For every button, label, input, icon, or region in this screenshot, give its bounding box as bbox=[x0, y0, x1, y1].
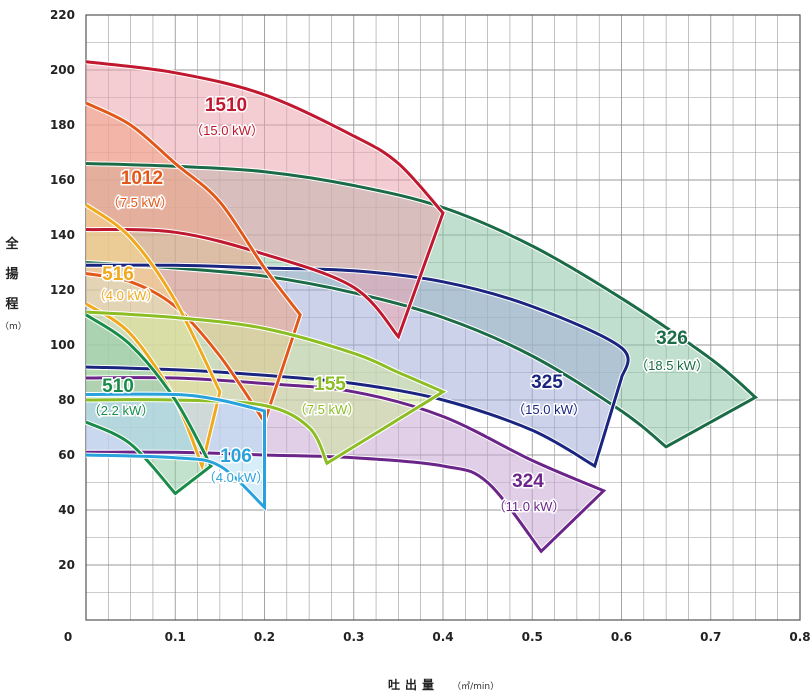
y-tick-label: 160 bbox=[50, 173, 75, 187]
x-tick-label: 0.1 bbox=[165, 630, 186, 644]
area-155 bbox=[86, 312, 443, 464]
y-tick-label: 40 bbox=[58, 503, 75, 517]
model-label-1012: 1012 bbox=[121, 168, 163, 189]
model-label-155: 155 bbox=[314, 374, 346, 395]
model-label-1510: 1510 bbox=[205, 95, 247, 116]
model-label-106: 106 bbox=[220, 446, 252, 467]
power-label-510: （2.2 kW） bbox=[88, 403, 154, 418]
y-tick-label: 60 bbox=[58, 448, 75, 462]
power-label-1510: （15.0 kW） bbox=[190, 123, 264, 138]
power-label-516: （4.0 kW） bbox=[93, 288, 159, 303]
model-label-326: 326 bbox=[656, 328, 688, 349]
line-516 bbox=[85, 203, 222, 471]
y-tick-label: 140 bbox=[50, 228, 75, 242]
y-tick-label: 200 bbox=[50, 63, 75, 77]
y-tick-label: 120 bbox=[50, 283, 75, 297]
x-axis-unit: （㎥/min） bbox=[452, 682, 500, 692]
y-tick-label: 220 bbox=[50, 8, 75, 22]
line-1012 bbox=[85, 101, 302, 426]
x-tick-label: 0 bbox=[64, 630, 72, 644]
line-510 bbox=[85, 313, 213, 496]
y-tick-label: 80 bbox=[58, 393, 75, 407]
x-tick-label: 0.3 bbox=[343, 630, 364, 644]
x-axis-title-group: 吐出量 （㎥/min） bbox=[388, 674, 499, 693]
x-tick-label: 0.5 bbox=[522, 630, 543, 644]
line-1510 bbox=[85, 60, 445, 340]
power-label-324: （11.0 kW） bbox=[493, 499, 566, 514]
y-axis-title: 全揚程 bbox=[5, 237, 19, 312]
y-axis-unit: （m） bbox=[0, 322, 27, 332]
area-1510 bbox=[86, 61, 443, 337]
model-label-325: 325 bbox=[531, 372, 563, 393]
series-labels: 326 （18.5 kW） 325 （15.0 kW） 324 （11.0 kW） 1510… bbox=[86, 94, 710, 516]
power-label-155: （7.5 kW） bbox=[294, 402, 360, 417]
power-label-325: （15.0 kW） bbox=[512, 402, 586, 417]
power-label-326: （18.5 kW） bbox=[635, 358, 709, 373]
model-label-324: 324 bbox=[512, 471, 544, 492]
x-tick-label: 0.4 bbox=[432, 630, 453, 644]
line-106 bbox=[85, 392, 266, 511]
x-tick-label: 0.7 bbox=[700, 630, 721, 644]
power-label-106: （4.0 kW） bbox=[203, 470, 269, 485]
series-lines bbox=[84, 59, 760, 556]
model-label-510: 510 bbox=[102, 376, 134, 397]
y-tick-label: 20 bbox=[58, 558, 75, 572]
x-tick-label: 0.2 bbox=[254, 630, 275, 644]
tick-labels: 0 0.1 0.2 0.3 0.4 0.5 0.6 0.7 0.8 20 40 60 80 100 120 1… bbox=[50, 8, 811, 644]
y-tick-label: 180 bbox=[50, 118, 75, 132]
line-325 bbox=[85, 263, 630, 469]
x-tick-label: 0.6 bbox=[611, 630, 632, 644]
model-label-516: 516 bbox=[102, 264, 134, 285]
x-tick-label: 0.8 bbox=[789, 630, 810, 644]
line-326 bbox=[85, 162, 759, 449]
y-tick-label: 100 bbox=[50, 338, 75, 352]
power-label-1012: （7.5 kW） bbox=[107, 195, 173, 210]
x-axis-title: 吐出量 bbox=[388, 678, 440, 692]
